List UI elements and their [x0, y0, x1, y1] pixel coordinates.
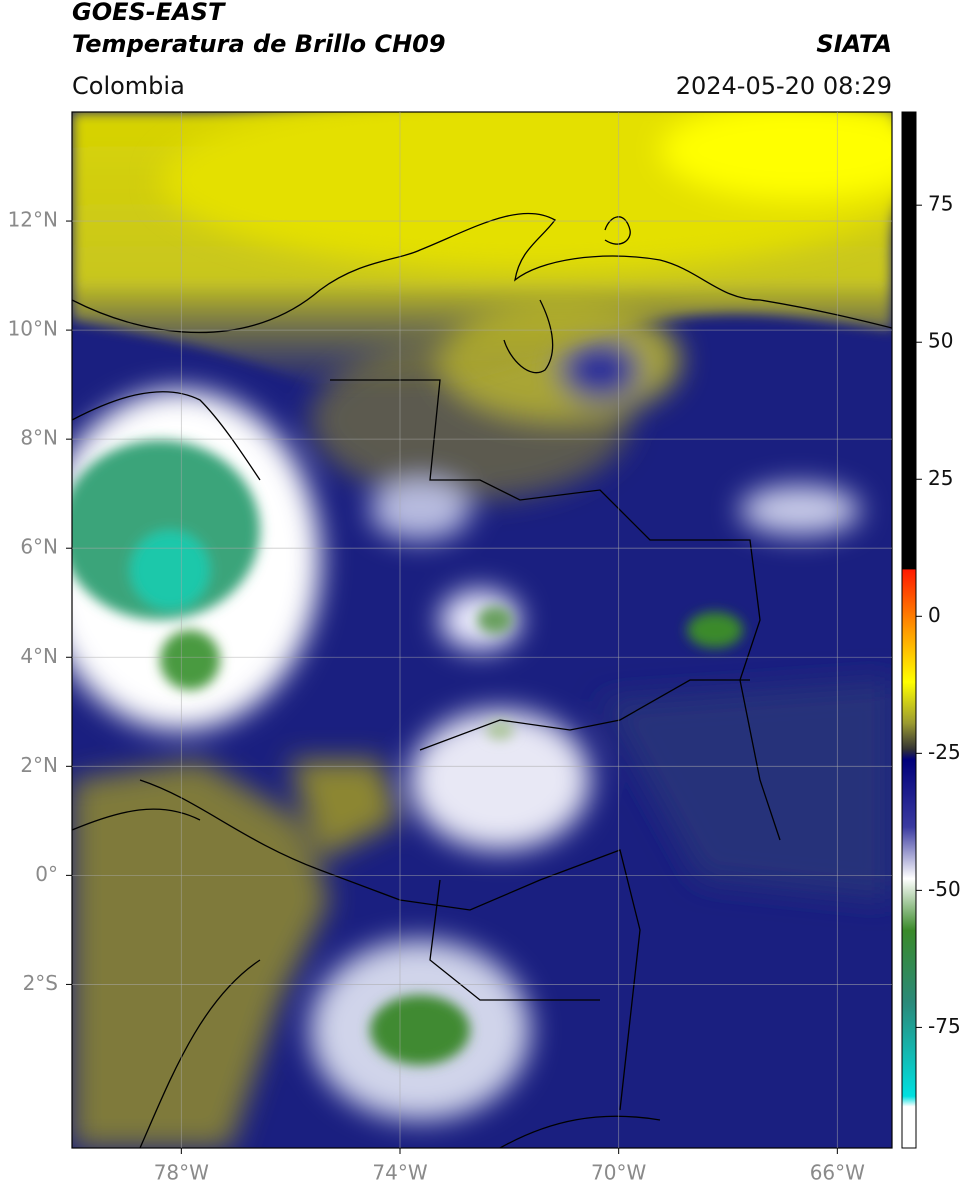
- colorbar: [901, 111, 917, 1149]
- subtitle: Temperatura de Brillo CH09: [72, 30, 446, 58]
- y-tick-label: 8°N: [20, 426, 58, 450]
- colorbar-tick-label: -50: [928, 877, 961, 901]
- x-tick-label: 70°W: [591, 1161, 646, 1185]
- borders: [72, 212, 892, 1148]
- y-tick-label: 10°N: [8, 317, 58, 341]
- colorbar-tick-label: 75: [928, 192, 953, 216]
- y-tick-label: 12°N: [8, 208, 58, 232]
- colorbar-tick-label: -25: [928, 740, 961, 764]
- map-frame: [71, 111, 893, 1149]
- y-tick-label: 0°: [35, 862, 58, 886]
- colorbar-tick-label: 25: [928, 466, 953, 490]
- colorbar-tick-label: 50: [928, 329, 953, 353]
- region: Colombia: [72, 72, 185, 100]
- y-tick-label: 4°N: [20, 644, 58, 668]
- x-tick-label: 78°W: [154, 1161, 209, 1185]
- colorbar-tick-label: 0: [928, 603, 941, 627]
- y-tick-label: 2°S: [23, 971, 58, 995]
- y-tick-label: 6°N: [20, 535, 58, 559]
- title: GOES-EAST: [72, 0, 226, 26]
- satellite-image: [72, 112, 892, 1148]
- x-tick-label: 74°W: [372, 1161, 427, 1185]
- source: SIATA: [816, 30, 892, 58]
- colorbar-tick-label: -75: [928, 1014, 961, 1038]
- datetime: 2024-05-20 08:29: [676, 72, 892, 100]
- y-tick-label: 2°N: [20, 753, 58, 777]
- x-tick-label: 66°W: [810, 1161, 865, 1185]
